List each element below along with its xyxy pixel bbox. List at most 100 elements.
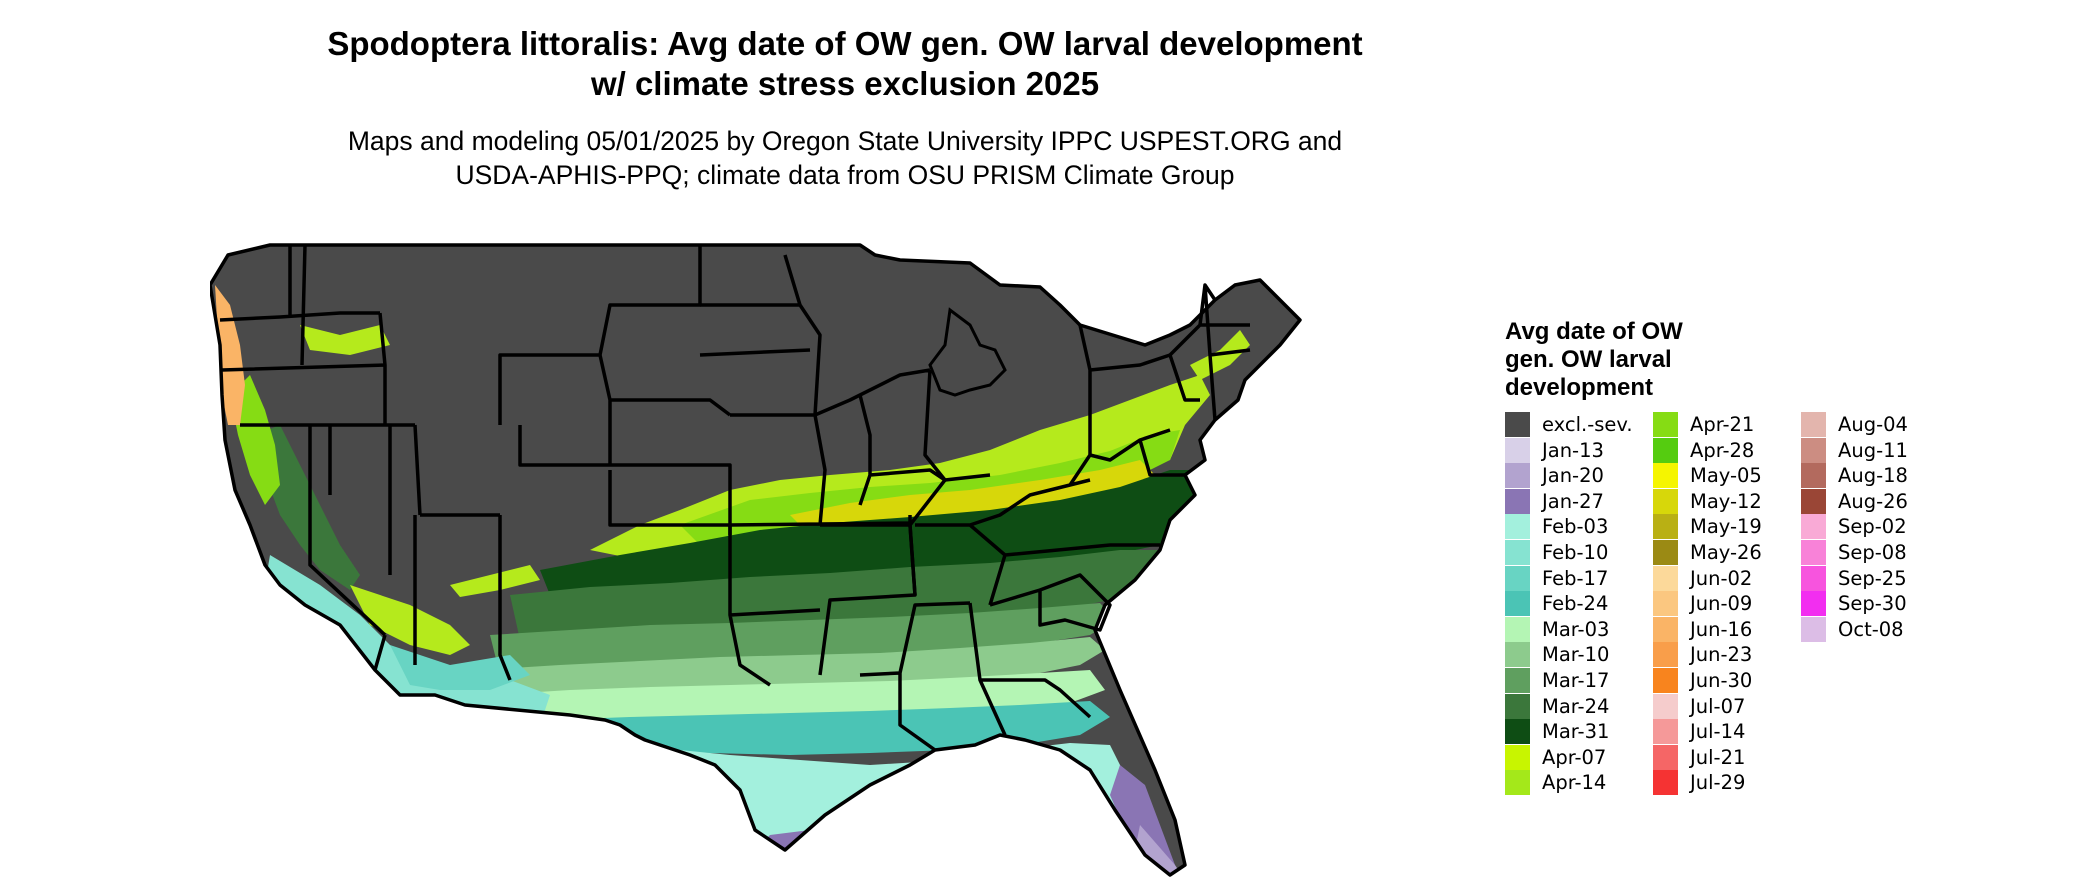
legend-label: May-19: [1690, 515, 1762, 539]
legend-label: Apr-07: [1542, 745, 1607, 769]
legend-swatch: [1801, 463, 1826, 489]
legend-item: Feb-10: [1505, 540, 1645, 566]
legend-label: Mar-24: [1542, 694, 1610, 718]
legend-item: Jan-13: [1505, 437, 1645, 464]
legend-item: Jul-14: [1653, 719, 1793, 745]
legend-label: May-12: [1690, 489, 1762, 513]
legend-label: Sep-25: [1838, 566, 1907, 590]
legend-swatch: [1653, 540, 1678, 565]
legend-swatch: [1801, 616, 1826, 642]
legend-item: Apr-28: [1653, 437, 1793, 464]
map-title-line-2: w/ climate stress exclusion 2025: [590, 65, 1100, 102]
legend-item: Oct-08: [1801, 616, 1941, 643]
legend-swatch: [1505, 437, 1530, 463]
legend-item: Sep-08: [1801, 540, 1941, 566]
legend-title-line-1: Avg date of OW: [1505, 318, 1683, 345]
legend-label: Apr-28: [1690, 438, 1755, 462]
map-fill-layers: [210, 245, 1300, 875]
legend-item: Aug-18: [1801, 463, 1941, 489]
legend-swatch: [1801, 540, 1826, 565]
legend-swatch: [1505, 463, 1530, 489]
legend-swatch: [1801, 488, 1826, 514]
map-legend: Avg date of OW gen. OW larval developmen…: [1505, 318, 2085, 798]
legend-label: Jan-27: [1542, 489, 1604, 513]
legend-title-line-3: development: [1505, 374, 1654, 401]
legend-item: Jul-21: [1653, 744, 1793, 771]
legend-label: Feb-17: [1542, 566, 1609, 590]
legend-title-line-2: gen. OW larval: [1505, 346, 1672, 373]
legend-swatch: [1653, 668, 1678, 693]
legend-swatch: [1653, 770, 1678, 796]
state-borders: [210, 243, 1302, 877]
legend-label: Apr-21: [1690, 413, 1755, 436]
legend-swatch: [1653, 693, 1678, 719]
legend-item: May-05: [1653, 463, 1793, 489]
legend-swatch: [1505, 744, 1530, 770]
legend-swatch: [1505, 540, 1530, 565]
legend-item: Apr-14: [1505, 770, 1645, 796]
legend-item: Jun-16: [1653, 616, 1793, 643]
legend-title: Avg date of OW gen. OW larval developmen…: [1505, 318, 1765, 402]
legend-swatch: [1505, 412, 1530, 437]
legend-swatch: [1653, 616, 1678, 642]
legend-label: Mar-10: [1542, 643, 1610, 667]
legend-item: Aug-11: [1801, 437, 1941, 464]
legend-swatch: [1505, 719, 1530, 745]
legend-swatch: [1505, 616, 1530, 642]
legend-label: Mar-03: [1542, 617, 1610, 641]
legend-item: May-19: [1653, 514, 1793, 540]
legend-item: Jan-27: [1505, 488, 1645, 515]
legend-label: Jul-21: [1690, 745, 1746, 769]
legend-swatch: [1801, 412, 1826, 437]
legend-swatch: [1801, 514, 1826, 540]
legend-label: Jan-13: [1542, 438, 1604, 462]
legend-label: Jul-14: [1690, 720, 1746, 744]
legend-swatch: [1653, 744, 1678, 770]
legend-swatch: [1505, 591, 1530, 617]
legend-label: Jun-23: [1690, 643, 1753, 667]
legend-swatch: [1653, 591, 1678, 617]
legend-item: Aug-04: [1801, 412, 1941, 438]
legend-item: Aug-26: [1801, 488, 1941, 515]
legend-swatch: [1505, 514, 1530, 540]
legend-item: Feb-03: [1505, 514, 1645, 540]
legend-item: Jun-23: [1653, 642, 1793, 668]
legend-label: May-26: [1690, 541, 1762, 564]
map-subtitle-line-1: Maps and modeling 05/01/2025 by Oregon S…: [347, 126, 1343, 156]
legend-swatch: [1653, 463, 1678, 489]
legend-label: Apr-14: [1542, 771, 1607, 795]
legend-item: Mar-31: [1505, 719, 1645, 745]
legend-swatch: [1653, 412, 1678, 437]
legend-item: Jun-02: [1653, 565, 1793, 592]
legend-label: excl.-sev.: [1542, 413, 1633, 436]
legend-item: Feb-17: [1505, 565, 1645, 592]
legend-item: Feb-24: [1505, 591, 1645, 617]
legend-swatch: [1801, 437, 1826, 463]
legend-label: Jun-30: [1690, 669, 1753, 692]
legend-item: Mar-03: [1505, 616, 1645, 643]
legend-swatch: [1653, 514, 1678, 540]
legend-label: Jun-09: [1690, 592, 1753, 616]
legend-label: Jun-02: [1690, 566, 1753, 590]
legend-swatch: [1505, 488, 1530, 514]
us-map: [210, 243, 1302, 877]
michigan-outline: [928, 307, 1007, 397]
legend-label: Mar-17: [1542, 669, 1610, 692]
legend-swatch: [1505, 693, 1530, 719]
legend-item: Mar-24: [1505, 693, 1645, 720]
legend-label: Aug-11: [1838, 438, 1908, 462]
legend-item: Mar-17: [1505, 668, 1645, 694]
legend-item: Apr-07: [1505, 744, 1645, 771]
legend-item: Mar-10: [1505, 642, 1645, 668]
legend-item: Sep-25: [1801, 565, 1941, 592]
legend-label: Jan-20: [1542, 464, 1604, 488]
map-title-line-1: Spodoptera littoralis: Avg date of OW ge…: [327, 25, 1363, 62]
legend-label: Sep-30: [1838, 592, 1907, 616]
legend-label: Aug-18: [1838, 464, 1908, 488]
legend-swatch: [1801, 565, 1826, 591]
legend-label: Jul-29: [1690, 771, 1746, 795]
legend-item: Jul-29: [1653, 770, 1793, 796]
legend-item: Jan-20: [1505, 463, 1645, 489]
map-title: Spodoptera littoralis: Avg date of OW ge…: [0, 24, 1690, 104]
legend-swatch: [1653, 642, 1678, 668]
